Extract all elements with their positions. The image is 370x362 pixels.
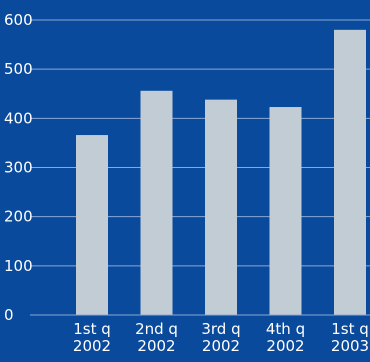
y-tick-label-200: 200 bbox=[4, 208, 33, 226]
x-tick-label-1: 1st q 2002 bbox=[73, 320, 111, 355]
y-axis: 0 100 200 300 400 500 600 bbox=[4, 11, 33, 324]
y-tick-label-100: 100 bbox=[4, 257, 33, 275]
x-tick-label-3: 3rd q 2002 bbox=[201, 320, 240, 355]
y-tick-label-300: 300 bbox=[4, 159, 33, 177]
y-tick-label-500: 500 bbox=[4, 60, 33, 78]
y-tick-label-400: 400 bbox=[4, 109, 33, 127]
y-tick-label-600: 600 bbox=[4, 11, 33, 29]
x-tick-label-5: 1st q 2003 bbox=[331, 320, 369, 355]
bars bbox=[76, 29, 366, 316]
bar-5 bbox=[334, 29, 366, 315]
x-axis: 1st q 2002 2nd q 2002 3rd q 2002 4th q 2002 1st … bbox=[30, 314, 370, 355]
bar-1 bbox=[76, 135, 108, 315]
bar-4 bbox=[269, 107, 302, 316]
y-tick-label-0: 0 bbox=[4, 306, 14, 324]
bar-2 bbox=[140, 90, 173, 315]
x-tick-label-2: 2nd q 2002 bbox=[135, 320, 178, 355]
x-tick-label-4: 4th q 2002 bbox=[266, 320, 305, 355]
bar-3 bbox=[205, 99, 237, 316]
